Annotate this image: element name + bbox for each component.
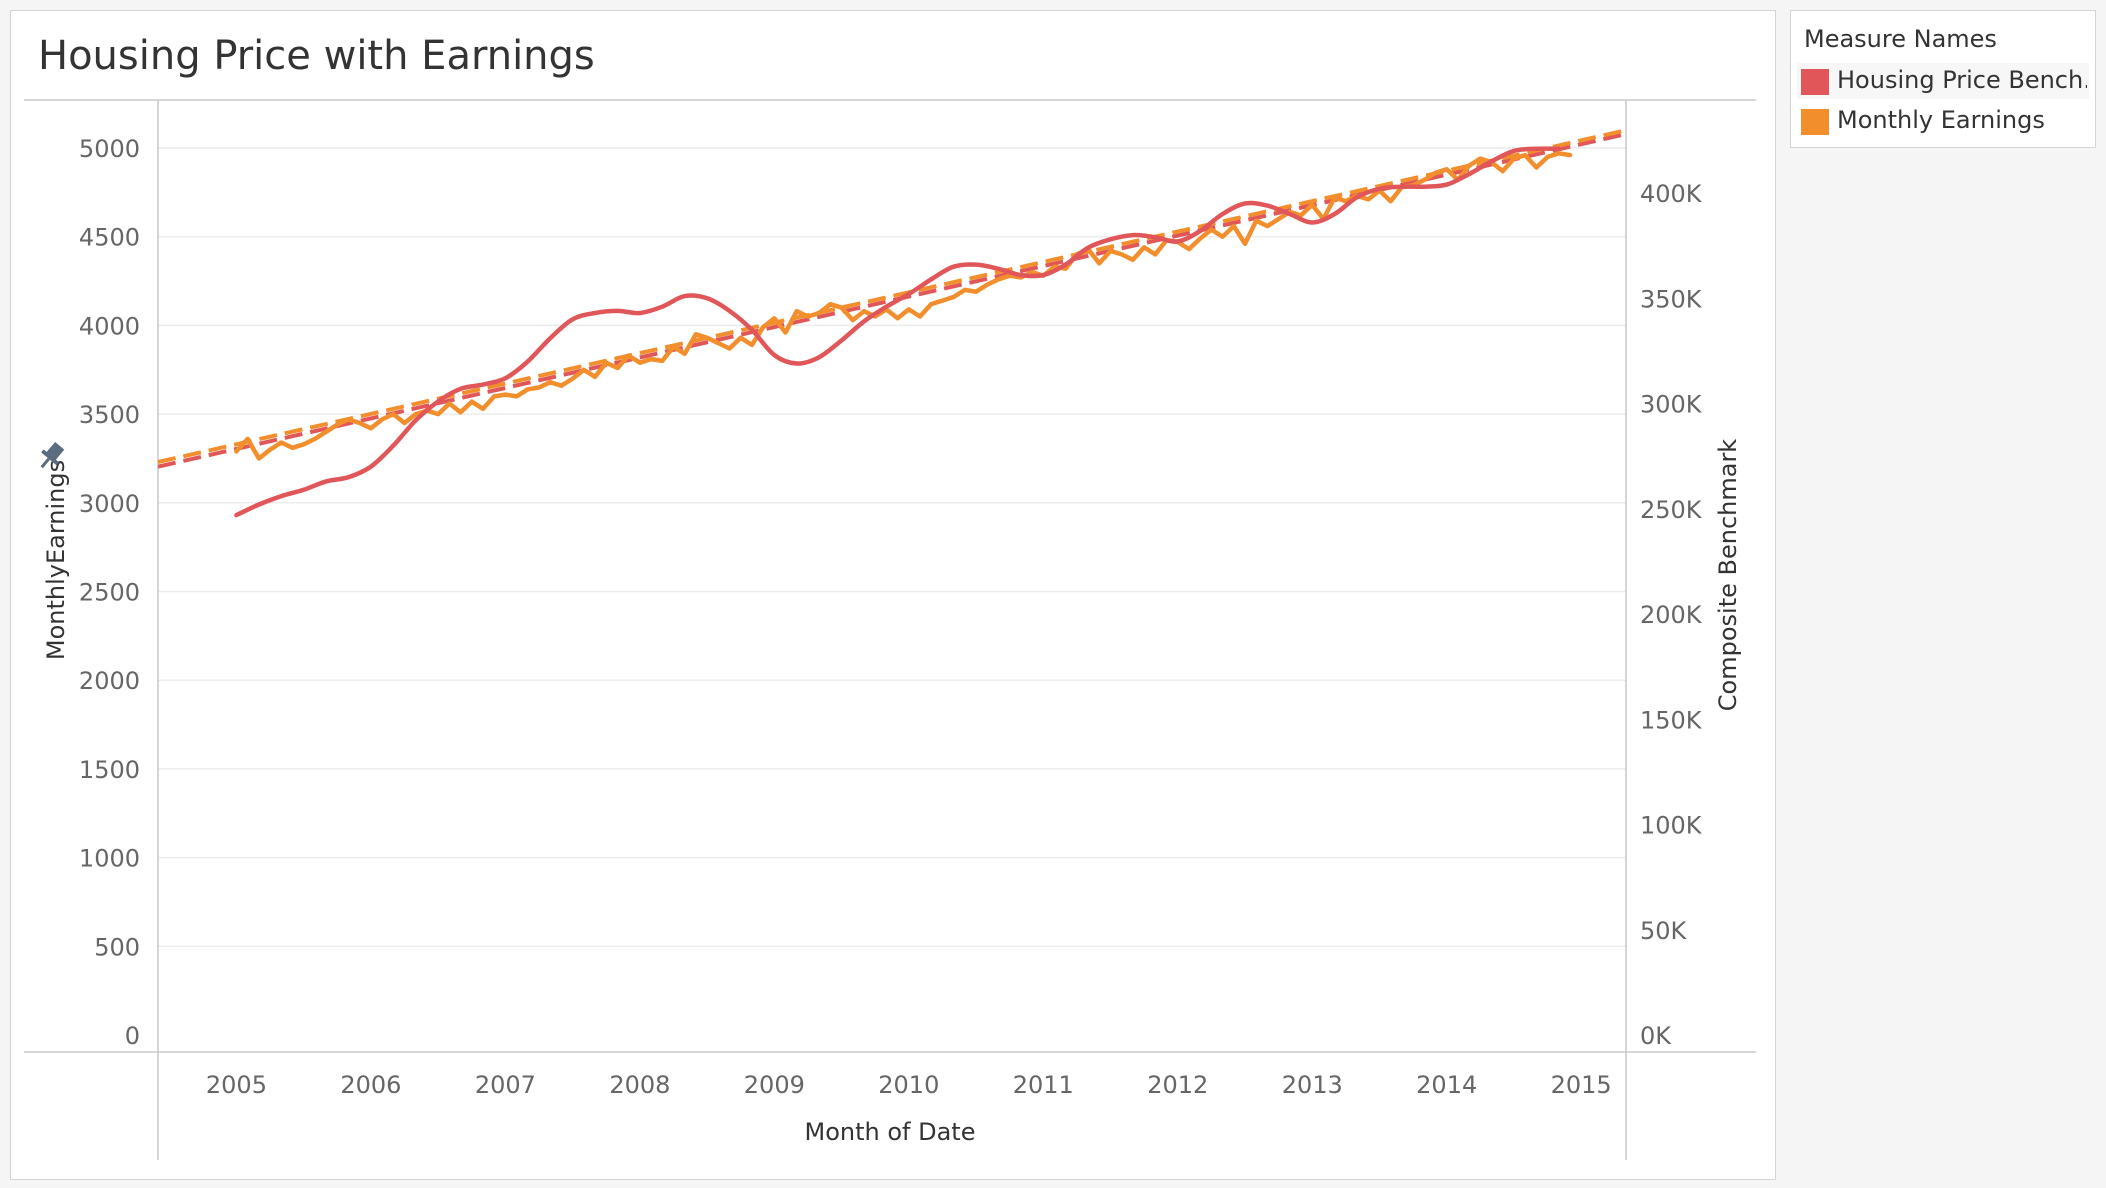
- series-line-monthly-earnings: [234, 151, 1573, 461]
- x-tick-label: 2012: [1147, 1071, 1208, 1099]
- x-axis-label: Month of Date: [805, 1118, 976, 1146]
- legend-title: Measure Names: [1804, 25, 1997, 53]
- left-axis-label: MonthlyEarnings: [42, 460, 70, 660]
- left-tick-label: 4500: [79, 224, 140, 252]
- right-tick-label: 350K: [1640, 285, 1703, 313]
- axis-lines: [24, 99, 1756, 1160]
- x-tick-label: 2011: [1013, 1071, 1074, 1099]
- left-tick-label: 3000: [79, 490, 140, 518]
- legend-item-housing-price[interactable]: Housing Price Bench..: [1797, 63, 2089, 99]
- right-axis-ticks: 0K 50K 100K 150K 200K 250K 300K 350K 400K: [1640, 180, 1703, 1050]
- series-lines: [234, 146, 1573, 518]
- right-axis-label: Composite Benchmark: [1714, 439, 1742, 712]
- legend-panel: Measure Names Housing Price Bench.. Mont…: [1790, 10, 2096, 148]
- chart-title: Housing Price with Earnings: [38, 33, 595, 79]
- x-tick-label: 2013: [1282, 1071, 1343, 1099]
- x-tick-label: 2015: [1551, 1071, 1612, 1099]
- x-tick-label: 2014: [1416, 1071, 1477, 1099]
- legend-swatch-housing-price: [1801, 69, 1829, 95]
- left-tick-label: 5000: [79, 135, 140, 163]
- right-tick-label: 300K: [1640, 391, 1703, 419]
- legend-label-monthly-earnings: Monthly Earnings: [1837, 106, 2045, 134]
- x-axis-ticks: 2005 2006 2007 2008 2009 2010 2011 2012 2013 2014…: [206, 1071, 1612, 1099]
- right-tick-label: 0K: [1640, 1022, 1672, 1050]
- left-tick-label: 500: [94, 933, 140, 961]
- chart-panel: Housing Price with Earnings: [10, 10, 1776, 1180]
- right-tick-label: 250K: [1640, 496, 1703, 524]
- left-tick-label: 2000: [79, 667, 140, 695]
- grid-lines: [158, 147, 1626, 948]
- series-line-housing-price: [234, 146, 1562, 518]
- trend-lines: [157, 128, 1627, 469]
- right-tick-label: 200K: [1640, 601, 1703, 629]
- legend-swatch-monthly-earnings: [1801, 109, 1829, 135]
- x-tick-label: 2007: [475, 1071, 536, 1099]
- x-tick-label: 2010: [878, 1071, 939, 1099]
- left-tick-label: 4000: [79, 312, 140, 340]
- left-tick-label: 1500: [79, 756, 140, 784]
- right-tick-label: 50K: [1640, 917, 1688, 945]
- pin-icon[interactable]: [34, 439, 67, 473]
- left-axis-ticks: 0 500 1000 1500 2000 2500 3000 3500 4000 4500 5000: [79, 135, 140, 1050]
- left-tick-label: 1000: [79, 845, 140, 873]
- x-tick-label: 2005: [206, 1071, 267, 1099]
- trend-line-housing-price: [157, 132, 1627, 469]
- right-tick-label: 400K: [1640, 180, 1703, 208]
- x-tick-label: 2006: [340, 1071, 401, 1099]
- x-tick-label: 2009: [744, 1071, 805, 1099]
- left-tick-label: 3500: [79, 401, 140, 429]
- left-tick-label: 2500: [79, 579, 140, 607]
- legend-item-monthly-earnings[interactable]: Monthly Earnings: [1797, 103, 2089, 139]
- left-tick-label: 0: [125, 1022, 140, 1050]
- trend-line-monthly-earnings: [157, 128, 1627, 464]
- right-tick-label: 100K: [1640, 812, 1703, 840]
- legend-label-housing-price: Housing Price Bench..: [1837, 66, 2087, 94]
- right-tick-label: 150K: [1640, 706, 1703, 734]
- x-tick-label: 2008: [609, 1071, 670, 1099]
